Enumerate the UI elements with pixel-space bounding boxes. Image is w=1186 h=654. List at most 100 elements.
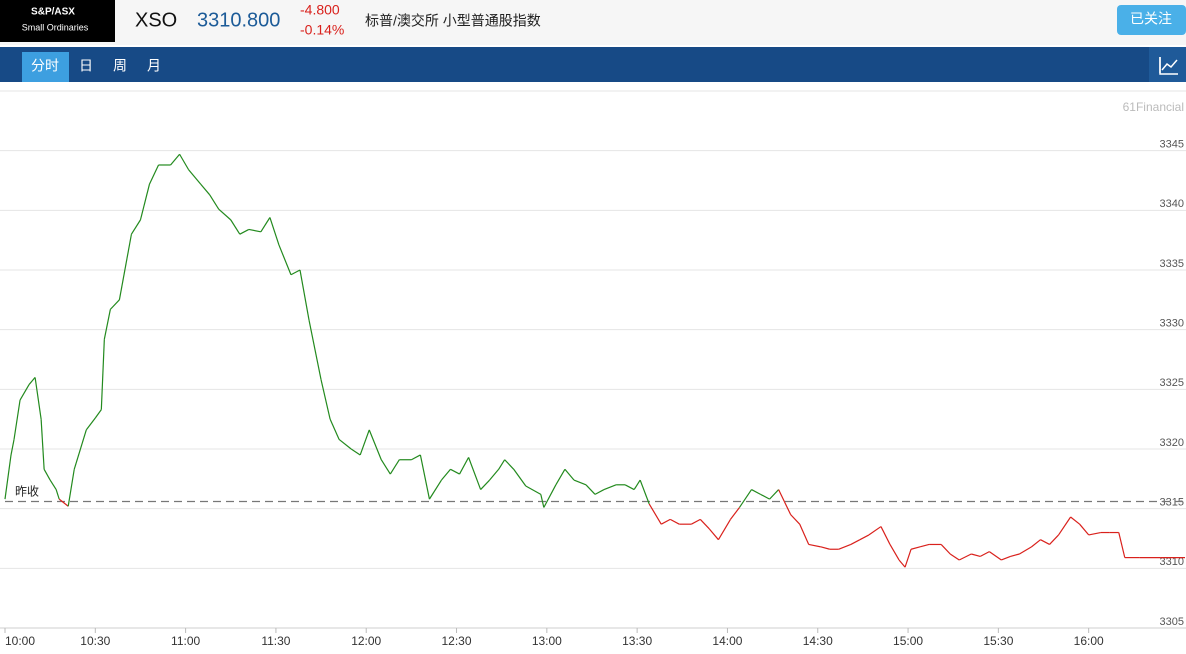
price: 3310.800 bbox=[197, 9, 280, 31]
price-segment bbox=[148, 164, 160, 185]
price-segment bbox=[543, 484, 557, 508]
price-segment bbox=[669, 518, 680, 525]
price-segment bbox=[738, 489, 753, 508]
price-segment bbox=[1031, 539, 1041, 548]
price-segment bbox=[338, 438, 352, 450]
price-segment bbox=[419, 454, 431, 500]
price-segment bbox=[624, 484, 635, 491]
price-segment bbox=[988, 551, 1002, 561]
price-segment bbox=[389, 459, 400, 475]
x-tick-label: 14:30 bbox=[803, 634, 833, 648]
price-segment bbox=[660, 518, 671, 525]
x-tick-label: 15:00 bbox=[893, 634, 923, 648]
price-segment bbox=[100, 339, 105, 410]
price-segment bbox=[778, 489, 792, 515]
symbol: XSO bbox=[135, 9, 177, 31]
price-segment bbox=[850, 539, 861, 545]
price-segment bbox=[808, 543, 821, 548]
price-segment bbox=[1010, 553, 1020, 557]
x-tick-label: 16:00 bbox=[1074, 634, 1104, 648]
price-segment bbox=[34, 377, 42, 420]
y-tick-label: 3315 bbox=[1160, 497, 1184, 509]
x-tick-label: 10:00 bbox=[5, 634, 35, 648]
price-segment bbox=[10, 439, 15, 456]
price-segment bbox=[49, 479, 57, 490]
price-segment bbox=[320, 379, 331, 420]
price-segment bbox=[139, 183, 151, 221]
price-segment bbox=[85, 417, 96, 431]
price-segment bbox=[118, 234, 133, 300]
x-tick-label: 11:00 bbox=[171, 634, 200, 648]
price-segment bbox=[170, 153, 181, 166]
price-segment bbox=[299, 269, 310, 321]
y-tick-label: 3330 bbox=[1160, 318, 1184, 330]
nav-bar bbox=[0, 47, 1186, 82]
y-tick-label: 3320 bbox=[1160, 437, 1184, 449]
tab[interactable]: 分时 bbox=[31, 58, 59, 74]
price-segment bbox=[940, 544, 951, 555]
price-segment bbox=[428, 479, 442, 500]
price-segment bbox=[889, 544, 900, 561]
x-tick-label: 11:30 bbox=[261, 634, 290, 648]
price-segment bbox=[603, 484, 617, 491]
logo-text: Small Ordinaries bbox=[22, 22, 89, 32]
price-segment bbox=[278, 244, 292, 275]
tab[interactable]: 周 bbox=[113, 58, 127, 74]
price-segment bbox=[489, 468, 500, 481]
price-segment bbox=[859, 534, 870, 541]
price-segment bbox=[1088, 531, 1101, 536]
price-segment bbox=[1118, 532, 1126, 558]
price-segment bbox=[525, 485, 542, 495]
price-segment bbox=[1040, 539, 1050, 545]
watermark: 61Financial bbox=[1123, 100, 1184, 114]
price-segment bbox=[949, 553, 960, 561]
change-pct: -0.14% bbox=[300, 22, 344, 38]
price-segment bbox=[43, 468, 51, 481]
price-segment bbox=[790, 514, 801, 525]
price-segment bbox=[594, 489, 605, 495]
price-segment bbox=[290, 269, 301, 276]
price-segment bbox=[958, 553, 972, 561]
price-segment bbox=[350, 448, 361, 456]
price-segment bbox=[904, 549, 912, 568]
price-segment bbox=[200, 183, 211, 196]
price-segment bbox=[1058, 516, 1072, 536]
price-segment bbox=[751, 489, 761, 495]
price-segment bbox=[633, 479, 641, 490]
tab[interactable]: 月 bbox=[147, 58, 161, 74]
price-segment bbox=[230, 219, 241, 235]
follow-button[interactable] bbox=[1117, 5, 1186, 35]
price-segment bbox=[411, 454, 421, 461]
price-segment bbox=[769, 489, 780, 500]
x-tick-label: 15:30 bbox=[983, 634, 1013, 648]
y-tick-label: 3340 bbox=[1160, 198, 1184, 210]
price-segment bbox=[639, 479, 650, 505]
x-tick-label: 14:00 bbox=[712, 634, 742, 648]
change: -4.800 bbox=[300, 2, 340, 18]
price-segment bbox=[308, 320, 322, 380]
price-segment bbox=[55, 489, 60, 500]
price-segment bbox=[868, 526, 882, 536]
x-tick-label: 10:30 bbox=[80, 634, 110, 648]
tab[interactable]: 日 bbox=[79, 58, 93, 74]
price-segment bbox=[691, 518, 701, 525]
price-segment bbox=[498, 459, 506, 470]
price-segment bbox=[260, 217, 271, 233]
price-segment bbox=[209, 194, 220, 210]
price-segment bbox=[910, 546, 921, 550]
chart-icon bbox=[1159, 57, 1178, 75]
follow-button-label[interactable]: 已关注 bbox=[1130, 11, 1172, 27]
active-tab[interactable] bbox=[22, 52, 69, 82]
price-segment bbox=[648, 503, 662, 525]
price-segment bbox=[513, 468, 527, 487]
price-segment bbox=[919, 543, 930, 548]
price-segment bbox=[480, 479, 491, 490]
x-tick-label: 13:00 bbox=[532, 634, 562, 648]
price-segment bbox=[573, 479, 587, 486]
prev-close-label: 昨收 bbox=[15, 485, 39, 499]
price-segment bbox=[760, 493, 770, 500]
price-segment bbox=[109, 299, 120, 310]
x-tick-label: 12:30 bbox=[442, 634, 472, 648]
header-bar bbox=[0, 0, 1186, 45]
